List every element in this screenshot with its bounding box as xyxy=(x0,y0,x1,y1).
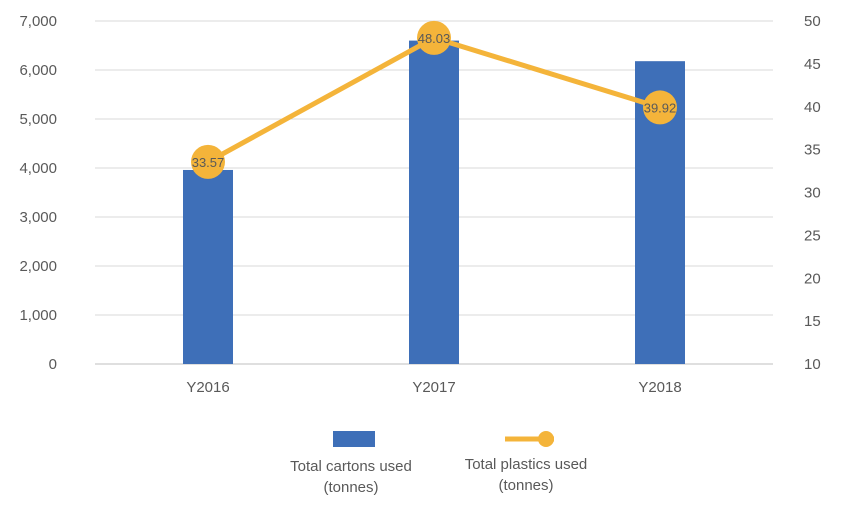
y-left-tick-label: 7,000 xyxy=(19,13,57,30)
y-left-tick-label: 4,000 xyxy=(19,160,57,177)
y-left-tick-label: 6,000 xyxy=(19,62,57,79)
right-axis-ticks: 10 15 20 25 30 35 40 45 50 xyxy=(804,13,821,373)
data-label: 48.03 xyxy=(418,31,451,46)
y-left-tick-label: 1,000 xyxy=(19,307,57,324)
y-left-tick-label: 5,000 xyxy=(19,111,57,128)
y-left-tick-label: 0 xyxy=(49,356,57,373)
legend-label-cartons-line1: Total cartons used xyxy=(290,458,412,475)
y-right-tick-label: 50 xyxy=(804,13,821,30)
y-right-tick-label: 20 xyxy=(804,270,821,287)
line-point xyxy=(417,20,451,55)
data-label: 33.57 xyxy=(192,155,225,170)
y-right-tick-label: 35 xyxy=(804,142,821,159)
y-right-tick-label: 30 xyxy=(804,185,821,202)
legend: Total cartons used (tonnes) Total plasti… xyxy=(290,431,587,496)
legend-bar-swatch xyxy=(333,431,375,447)
legend-label-plastics-line2: (tonnes) xyxy=(498,477,553,494)
legend-line-marker xyxy=(538,431,554,447)
y-right-tick-label: 25 xyxy=(804,227,821,244)
x-axis-ticks: Y2016 Y2017 Y2018 xyxy=(186,379,681,396)
x-tick-label: Y2016 xyxy=(186,379,229,396)
legend-label-plastics-line1: Total plastics used xyxy=(465,456,588,473)
x-tick-label: Y2018 xyxy=(638,379,681,396)
y-left-tick-label: 3,000 xyxy=(19,209,57,226)
y-right-tick-label: 10 xyxy=(804,356,821,373)
line-series: 33.57 48.03 39.92 xyxy=(191,20,677,179)
y-right-tick-label: 40 xyxy=(804,99,821,116)
data-label: 39.92 xyxy=(644,100,677,115)
bar xyxy=(409,40,459,364)
line-point xyxy=(643,90,677,125)
legend-label-cartons-line2: (tonnes) xyxy=(323,479,378,496)
left-axis-ticks: 0 1,000 2,000 3,000 4,000 5,000 6,000 7,000 xyxy=(19,13,57,373)
y-right-tick-label: 45 xyxy=(804,56,821,73)
line-point xyxy=(191,144,225,179)
y-right-tick-label: 15 xyxy=(804,313,821,330)
bar-series xyxy=(183,40,685,365)
x-tick-label: Y2017 xyxy=(412,379,455,396)
bar xyxy=(183,169,233,364)
y-left-tick-label: 2,000 xyxy=(19,258,57,275)
